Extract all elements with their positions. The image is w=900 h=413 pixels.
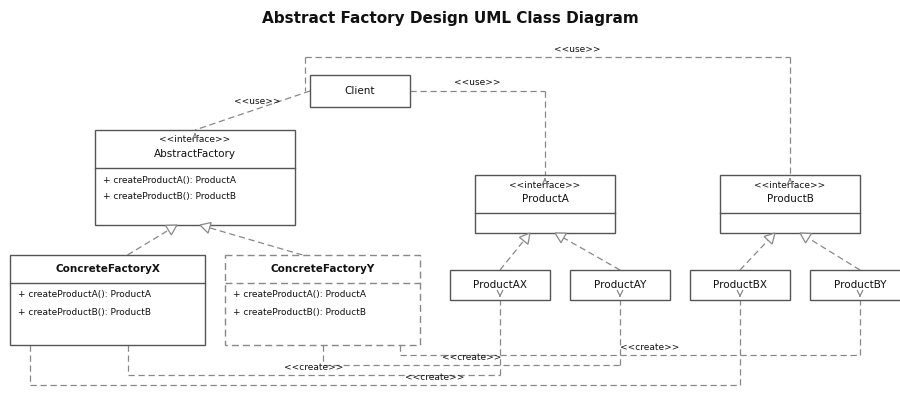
Text: <<use>>: <<use>> xyxy=(554,45,601,54)
Text: <<create>>: <<create>> xyxy=(442,353,501,362)
Bar xyxy=(450,270,550,300)
Text: + createProductA(): ProductA: + createProductA(): ProductA xyxy=(233,290,366,299)
Bar xyxy=(720,175,860,233)
Text: ProductBY: ProductBY xyxy=(833,280,886,290)
Bar xyxy=(95,130,295,225)
Text: <<create>>: <<create>> xyxy=(620,343,680,352)
Polygon shape xyxy=(555,233,566,243)
Polygon shape xyxy=(800,233,812,243)
Text: <<create>>: <<create>> xyxy=(405,373,464,382)
Polygon shape xyxy=(200,223,212,233)
Text: ProductA: ProductA xyxy=(522,194,569,204)
Polygon shape xyxy=(166,225,177,235)
Bar xyxy=(570,270,670,300)
Polygon shape xyxy=(519,233,530,244)
Bar xyxy=(690,270,790,300)
Text: + createProductB(): ProductB: + createProductB(): ProductB xyxy=(233,308,366,316)
Text: <<interface>>: <<interface>> xyxy=(754,180,825,190)
Text: <<use>>: <<use>> xyxy=(454,78,500,87)
Text: ProductAY: ProductAY xyxy=(594,280,646,290)
Text: + createProductB(): ProductB: + createProductB(): ProductB xyxy=(18,308,151,316)
Text: AbstractFactory: AbstractFactory xyxy=(154,149,236,159)
Text: <<create>>: <<create>> xyxy=(284,363,344,372)
Text: ProductB: ProductB xyxy=(767,194,814,204)
Text: + createProductA(): ProductA: + createProductA(): ProductA xyxy=(18,290,151,299)
Text: ConcreteFactoryX: ConcreteFactoryX xyxy=(55,264,160,274)
Bar xyxy=(225,255,420,345)
Text: ProductBX: ProductBX xyxy=(713,280,767,290)
Text: <<use>>: <<use>> xyxy=(234,97,281,105)
Text: ConcreteFactoryY: ConcreteFactoryY xyxy=(270,264,374,274)
Bar xyxy=(10,255,205,345)
Text: <<interface>>: <<interface>> xyxy=(159,135,230,145)
Text: + createProductA(): ProductA: + createProductA(): ProductA xyxy=(103,176,236,185)
Bar xyxy=(810,270,900,300)
Polygon shape xyxy=(764,233,775,244)
Text: Client: Client xyxy=(345,86,375,96)
Bar xyxy=(310,75,410,107)
Text: Abstract Factory Design UML Class Diagram: Abstract Factory Design UML Class Diagra… xyxy=(262,10,638,26)
Text: ProductAX: ProductAX xyxy=(473,280,527,290)
Bar xyxy=(475,175,615,233)
Text: <<interface>>: <<interface>> xyxy=(509,180,580,190)
Text: + createProductB(): ProductB: + createProductB(): ProductB xyxy=(103,192,236,202)
